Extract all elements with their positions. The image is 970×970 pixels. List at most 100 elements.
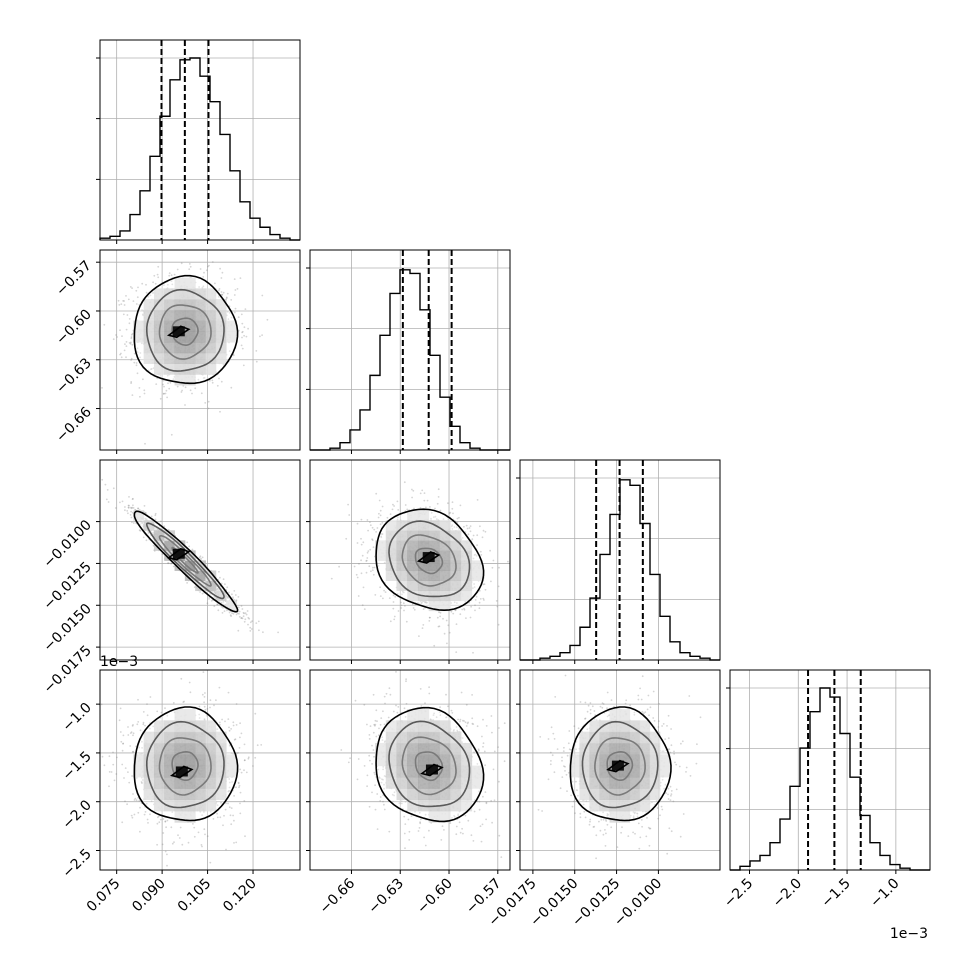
- sample-point: [220, 277, 223, 279]
- sample-point: [480, 554, 483, 556]
- sample-point: [167, 382, 169, 385]
- density-cell: [205, 363, 217, 375]
- density-cell: [215, 299, 227, 311]
- sample-point: [241, 330, 244, 333]
- density-cell: [407, 540, 419, 551]
- density-cell: [164, 309, 176, 322]
- contour-level-1: [171, 546, 199, 574]
- sample-point: [221, 293, 224, 296]
- sample-point: [207, 400, 210, 403]
- sample-point: [451, 524, 454, 527]
- sample-point: [186, 582, 189, 584]
- density-cell: [205, 288, 217, 300]
- sample-point: [397, 509, 400, 511]
- sample-point: [222, 606, 224, 609]
- sample-point: [197, 378, 200, 381]
- density-cell: [407, 510, 419, 521]
- sample-point: [474, 604, 476, 607]
- density-cell: [195, 342, 206, 354]
- sample-point: [426, 601, 428, 604]
- density-cell: [439, 560, 451, 571]
- sample-point: [412, 489, 415, 492]
- sample-point: [370, 570, 372, 573]
- density-cell: [428, 570, 440, 582]
- sample-point: [428, 616, 431, 619]
- sample-point: [465, 617, 467, 619]
- sample-point: [227, 597, 229, 599]
- sample-point: [191, 392, 193, 395]
- sample-point: [361, 554, 364, 557]
- sample-point: [130, 359, 133, 361]
- sample-point: [120, 303, 123, 305]
- sample-point: [249, 630, 252, 632]
- sample-point: [217, 589, 220, 591]
- sample-point: [150, 515, 153, 518]
- sample-point: [130, 382, 133, 384]
- sample-point: [127, 506, 130, 509]
- density-cell: [407, 570, 419, 582]
- histogram-panel-2: [516, 459, 721, 664]
- sample-point: [132, 497, 134, 500]
- density-cell: [215, 352, 227, 364]
- peak-cell: [172, 326, 185, 337]
- density-cell: [417, 560, 430, 571]
- sample-point: [243, 759, 246, 762]
- sample-point: [490, 580, 492, 583]
- sample-point: [208, 598, 210, 600]
- sample-point: [130, 333, 133, 336]
- sample-point: [452, 612, 455, 615]
- sample-point: [161, 553, 164, 555]
- sample-point: [470, 605, 472, 608]
- density-cell: [439, 540, 451, 551]
- sample-point: [223, 610, 226, 612]
- sample-point: [130, 336, 133, 338]
- sample-point: [216, 384, 219, 387]
- sample-point: [127, 298, 130, 301]
- sample-point: [230, 752, 233, 754]
- density-cell: [205, 570, 217, 582]
- sample-point: [458, 516, 460, 519]
- sample-point: [434, 507, 436, 510]
- sample-point: [125, 345, 128, 347]
- sample-point: [194, 387, 197, 390]
- sample-point: [442, 617, 444, 620]
- panel-content: [100, 460, 300, 660]
- sample-point: [435, 518, 438, 520]
- density-cell: [174, 309, 186, 322]
- sample-point: [247, 327, 250, 330]
- sample-point: [383, 589, 385, 592]
- sample-point: [228, 350, 231, 352]
- sample-point: [496, 605, 499, 608]
- density-cell: [417, 520, 430, 531]
- sample-point: [108, 785, 110, 788]
- sample-point: [241, 617, 244, 620]
- sample-point: [107, 501, 110, 503]
- sample-point: [392, 594, 395, 597]
- sample-point: [365, 571, 368, 574]
- sample-point: [163, 392, 165, 395]
- sample-point: [133, 799, 136, 801]
- sample-point: [178, 837, 181, 839]
- sample-point: [144, 442, 146, 445]
- density-cell: [385, 540, 398, 551]
- sample-point: [439, 615, 441, 618]
- sample-point: [356, 542, 359, 544]
- sample-point: [483, 583, 486, 586]
- sample-point: [233, 590, 236, 592]
- sample-point: [420, 602, 423, 604]
- sample-point: [127, 512, 129, 515]
- sample-point: [132, 300, 135, 302]
- density-cell: [184, 320, 196, 332]
- sample-point: [180, 677, 183, 680]
- sample-point: [365, 560, 368, 562]
- sample-point: [438, 611, 440, 614]
- sample-point: [125, 356, 127, 359]
- sample-point: [131, 511, 134, 514]
- sample-point: [121, 335, 123, 337]
- sample-point: [507, 560, 509, 563]
- sample-point: [132, 504, 134, 507]
- sample-point: [455, 651, 458, 653]
- sample-point: [115, 773, 118, 775]
- density-cell: [439, 530, 451, 541]
- sample-point: [138, 387, 141, 389]
